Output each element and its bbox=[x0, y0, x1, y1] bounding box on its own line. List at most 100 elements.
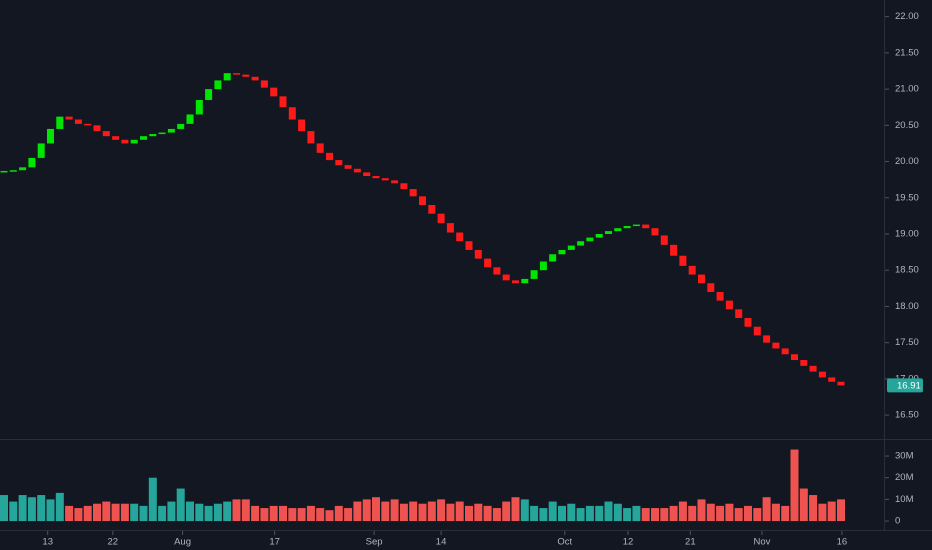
volume-bar bbox=[465, 505, 473, 522]
volume-bar bbox=[9, 501, 18, 522]
candle bbox=[270, 87, 278, 97]
candle bbox=[353, 168, 361, 173]
volume-bar bbox=[186, 501, 194, 522]
candle bbox=[223, 73, 231, 81]
volume-bar bbox=[651, 508, 659, 522]
y-tick-label: 18.50 bbox=[895, 265, 919, 276]
x-tick-label: 13 bbox=[42, 537, 53, 548]
volume-bar bbox=[27, 497, 36, 522]
candle bbox=[344, 165, 352, 169]
volume-bar bbox=[669, 505, 678, 522]
candle bbox=[484, 258, 492, 268]
candle bbox=[632, 224, 640, 227]
volume-bar bbox=[799, 488, 808, 522]
volume-bar bbox=[734, 508, 743, 522]
volume-bar bbox=[827, 501, 836, 522]
candle bbox=[37, 143, 45, 158]
volume-bar bbox=[502, 501, 511, 522]
volume-bar bbox=[530, 505, 539, 522]
y-tick-label: 21.50 bbox=[895, 47, 919, 58]
candle bbox=[186, 114, 194, 124]
last-price-box bbox=[887, 378, 923, 393]
candle bbox=[605, 231, 612, 234]
candle bbox=[456, 232, 464, 242]
x-tick-label: Oct bbox=[557, 537, 572, 548]
volume-bar bbox=[83, 505, 92, 522]
volume-bar bbox=[297, 508, 306, 522]
candle bbox=[409, 189, 417, 197]
y-tick-label: 17.50 bbox=[895, 337, 919, 348]
candle bbox=[642, 224, 650, 229]
candle bbox=[698, 274, 705, 284]
volume-bar bbox=[288, 508, 297, 522]
candle bbox=[688, 265, 696, 275]
volume-bar bbox=[148, 477, 157, 522]
candle bbox=[130, 139, 138, 144]
candle bbox=[660, 235, 668, 245]
volume-bar bbox=[427, 501, 436, 522]
volume-bar bbox=[232, 499, 241, 522]
x-tick-label: Sep bbox=[366, 537, 383, 548]
volume-bar bbox=[492, 508, 501, 522]
volume-bar bbox=[102, 501, 111, 522]
volume-bar bbox=[65, 505, 74, 522]
candle bbox=[307, 131, 315, 144]
y-tick-label: 21.00 bbox=[895, 84, 919, 95]
candle bbox=[195, 99, 203, 115]
candle bbox=[465, 241, 473, 250]
candle bbox=[595, 233, 603, 238]
candle bbox=[326, 152, 333, 161]
candle bbox=[493, 267, 501, 275]
volume-bar bbox=[381, 501, 390, 522]
volume-bar bbox=[399, 503, 408, 522]
y-tick-label: 0 bbox=[895, 516, 900, 527]
volume-bar bbox=[837, 499, 845, 522]
candle bbox=[558, 249, 566, 255]
candle bbox=[651, 228, 659, 236]
volume-bar bbox=[390, 499, 399, 522]
volume-bar bbox=[613, 503, 622, 522]
candle bbox=[158, 132, 166, 135]
candle bbox=[65, 116, 73, 120]
y-tick-label: 20.50 bbox=[895, 120, 919, 131]
candle bbox=[391, 180, 399, 184]
candle bbox=[586, 237, 594, 242]
y-tick-label: 19.00 bbox=[895, 229, 919, 240]
y-tick-label: 20M bbox=[895, 472, 914, 483]
candle bbox=[242, 74, 250, 77]
candle bbox=[744, 318, 752, 327]
candle bbox=[735, 309, 743, 319]
volume-bar bbox=[567, 503, 576, 522]
volume-bar bbox=[418, 503, 427, 522]
candle bbox=[112, 136, 120, 140]
candle bbox=[298, 119, 306, 132]
y-tick-label: 16.50 bbox=[895, 410, 919, 421]
x-tick-label: 17 bbox=[269, 537, 280, 548]
volume-bar bbox=[37, 495, 46, 522]
volume-bar bbox=[790, 449, 799, 522]
volume-bar bbox=[18, 495, 27, 522]
candle bbox=[74, 119, 82, 124]
volume-bar bbox=[353, 501, 362, 522]
candle bbox=[614, 228, 622, 232]
volume-bar bbox=[706, 503, 715, 522]
candle bbox=[177, 123, 185, 129]
volume-bar bbox=[213, 503, 222, 522]
candle bbox=[260, 80, 268, 88]
volume-bar bbox=[771, 503, 780, 522]
candle bbox=[577, 241, 585, 246]
candle bbox=[446, 223, 454, 233]
candle bbox=[818, 371, 826, 378]
candle bbox=[828, 377, 836, 382]
candle bbox=[781, 348, 789, 355]
volume-bar bbox=[520, 499, 529, 522]
volume-bar bbox=[195, 503, 204, 522]
y-tick-label: 10M bbox=[895, 494, 914, 505]
volume-bar bbox=[362, 499, 371, 522]
last-price-label: 16.91 bbox=[897, 380, 921, 391]
volume-bar bbox=[576, 508, 585, 522]
volume-bar bbox=[744, 505, 752, 522]
candle bbox=[791, 354, 798, 361]
candle bbox=[372, 176, 380, 179]
candle bbox=[316, 143, 324, 153]
